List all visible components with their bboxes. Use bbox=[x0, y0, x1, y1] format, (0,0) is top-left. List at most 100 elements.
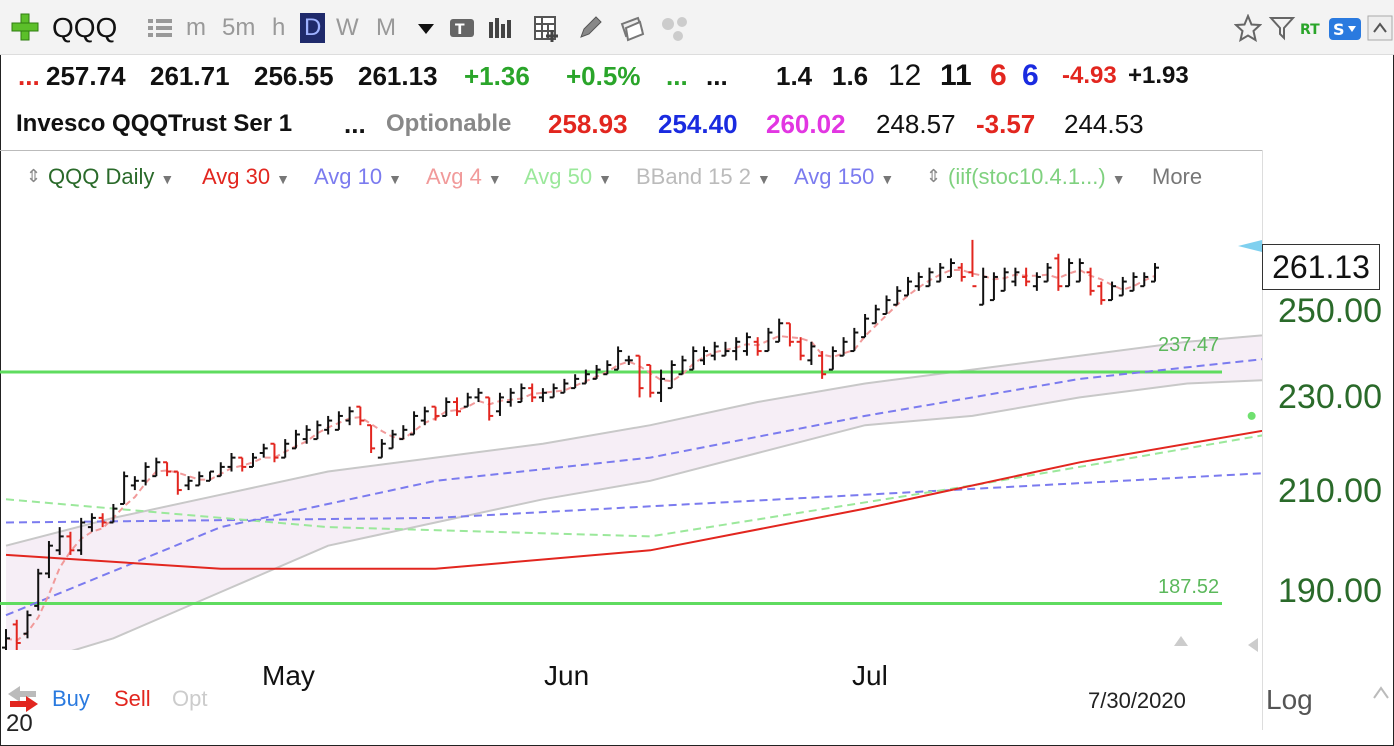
scroll-up-icon[interactable] bbox=[1366, 14, 1394, 42]
price-bar bbox=[528, 383, 537, 403]
drag-handle-icon[interactable]: ⇕ bbox=[926, 166, 942, 186]
price-bar bbox=[753, 337, 762, 356]
star-icon[interactable] bbox=[1234, 14, 1262, 42]
level-label-187: 187.52 bbox=[1158, 576, 1220, 598]
log-scale-toggle[interactable]: Log bbox=[1266, 684, 1313, 715]
price-bar bbox=[453, 397, 462, 416]
calculator-icon[interactable] bbox=[532, 14, 560, 42]
price-bar bbox=[882, 295, 891, 315]
quote-count-6-blue: 6 bbox=[1022, 59, 1039, 92]
timeframe-w[interactable]: W bbox=[336, 14, 359, 41]
price-bar bbox=[23, 610, 32, 639]
option-button[interactable]: Opt bbox=[172, 686, 208, 711]
price-bar bbox=[904, 276, 913, 297]
price-bar bbox=[710, 341, 719, 361]
price-bar bbox=[55, 527, 64, 555]
legend-qqq-daily[interactable]: QQQ Daily ▼ bbox=[48, 164, 175, 189]
add-symbol-icon[interactable] bbox=[10, 12, 40, 42]
quote-value-red: 258.93 bbox=[548, 109, 628, 139]
bar-style-icon[interactable] bbox=[486, 14, 514, 42]
price-bar bbox=[291, 429, 300, 450]
legend-avg-50[interactable]: Avg 50 ▼ bbox=[524, 164, 612, 189]
price-bar bbox=[77, 517, 86, 555]
price-bar bbox=[324, 415, 333, 435]
price-bar bbox=[87, 513, 96, 532]
year-stub: 20 bbox=[6, 710, 33, 737]
text-tool-icon[interactable]: T bbox=[448, 14, 476, 42]
price-bar bbox=[474, 388, 483, 403]
share-icon[interactable] bbox=[660, 14, 688, 42]
price-bar bbox=[775, 318, 784, 343]
timeframe-5m[interactable]: 5m bbox=[222, 14, 256, 41]
bband-lower-line bbox=[71, 379, 1262, 650]
legend-avg-30[interactable]: Avg 30 ▼ bbox=[202, 164, 290, 189]
timeframe-d[interactable]: D bbox=[300, 13, 326, 43]
price-bar bbox=[44, 541, 53, 579]
price-chart[interactable] bbox=[0, 200, 1262, 650]
price-bar bbox=[120, 471, 129, 505]
svg-text:RT: RT bbox=[1300, 22, 1320, 38]
price-bar bbox=[195, 471, 204, 487]
quote-pos-value: +1.93 bbox=[1128, 62, 1189, 89]
price-bar bbox=[431, 405, 440, 421]
legend-avg-10[interactable]: Avg 10 ▼ bbox=[314, 164, 402, 189]
price-bar bbox=[163, 461, 172, 477]
legend-avg-4[interactable]: Avg 4 ▼ bbox=[426, 164, 502, 189]
price-bar bbox=[1129, 272, 1138, 292]
price-bar bbox=[936, 263, 945, 283]
quote-change-pct: +0.5% bbox=[566, 61, 641, 91]
price-bar bbox=[12, 619, 21, 650]
price-bar bbox=[184, 476, 193, 491]
layers-icon[interactable] bbox=[618, 14, 646, 42]
sell-button[interactable]: Sell bbox=[114, 686, 151, 711]
scroll-left-arrow-icon[interactable] bbox=[1246, 636, 1260, 654]
price-bar bbox=[66, 531, 75, 555]
realtime-icon[interactable]: RT bbox=[1298, 14, 1326, 42]
scroll-up-arrow-icon[interactable] bbox=[1172, 634, 1190, 648]
price-bar bbox=[667, 360, 676, 390]
price-bar bbox=[1151, 263, 1159, 283]
price-bar bbox=[893, 286, 902, 306]
buy-button[interactable]: Buy bbox=[52, 686, 90, 711]
timeframe-h[interactable]: h bbox=[272, 14, 286, 41]
timeframe-dropdown-icon[interactable] bbox=[412, 14, 440, 42]
price-bar bbox=[1075, 258, 1084, 283]
price-bar bbox=[98, 513, 107, 528]
filter-icon[interactable] bbox=[1268, 14, 1296, 42]
price-bar bbox=[238, 456, 247, 472]
month-label-jun: Jun bbox=[544, 660, 590, 691]
price-bar bbox=[1108, 281, 1117, 302]
legend-avg-150[interactable]: Avg 150 ▼ bbox=[794, 164, 895, 189]
symbol-input[interactable]: QQQ bbox=[52, 12, 118, 43]
list-icon[interactable] bbox=[146, 14, 174, 42]
quote-dots-green: ... bbox=[666, 61, 688, 91]
toolbar: QQQ m 5m h D W M T RT S bbox=[0, 0, 1394, 55]
price-bar bbox=[1140, 272, 1149, 288]
pencil-icon[interactable] bbox=[576, 14, 604, 42]
price-bar bbox=[109, 503, 118, 524]
price-tick-190: 190.00 bbox=[1278, 572, 1382, 610]
stockfinder-icon[interactable]: S bbox=[1328, 14, 1362, 42]
axis-scroll-up-icon[interactable] bbox=[1372, 686, 1390, 700]
drag-handle-icon[interactable]: ⇕ bbox=[26, 166, 42, 186]
optionable-label: Optionable bbox=[386, 110, 512, 137]
price-bar bbox=[1054, 253, 1063, 291]
price-tick-210: 210.00 bbox=[1278, 472, 1382, 510]
svg-text:T: T bbox=[455, 22, 465, 38]
legend-more[interactable]: More bbox=[1152, 164, 1203, 189]
price-bar bbox=[388, 429, 397, 450]
legend-iif-stoc[interactable]: (iif(stoc10.4.1...) ▼ bbox=[948, 164, 1126, 189]
legend-bband[interactable]: BBand 15 2 ▼ bbox=[636, 164, 771, 189]
price-bar bbox=[463, 392, 472, 408]
quote-value-248: 248.57 bbox=[876, 109, 956, 139]
trade-arrows-icon[interactable] bbox=[6, 684, 40, 714]
timeframe-month[interactable]: M bbox=[376, 14, 396, 41]
price-bar bbox=[495, 392, 504, 416]
price-bar bbox=[732, 337, 741, 361]
price-bar bbox=[689, 346, 698, 371]
price-bar bbox=[614, 346, 623, 371]
last-price-box: 261.13 bbox=[1262, 244, 1380, 290]
timeframe-m[interactable]: m bbox=[186, 14, 206, 41]
price-bar bbox=[1097, 281, 1106, 305]
price-bar bbox=[130, 476, 139, 491]
